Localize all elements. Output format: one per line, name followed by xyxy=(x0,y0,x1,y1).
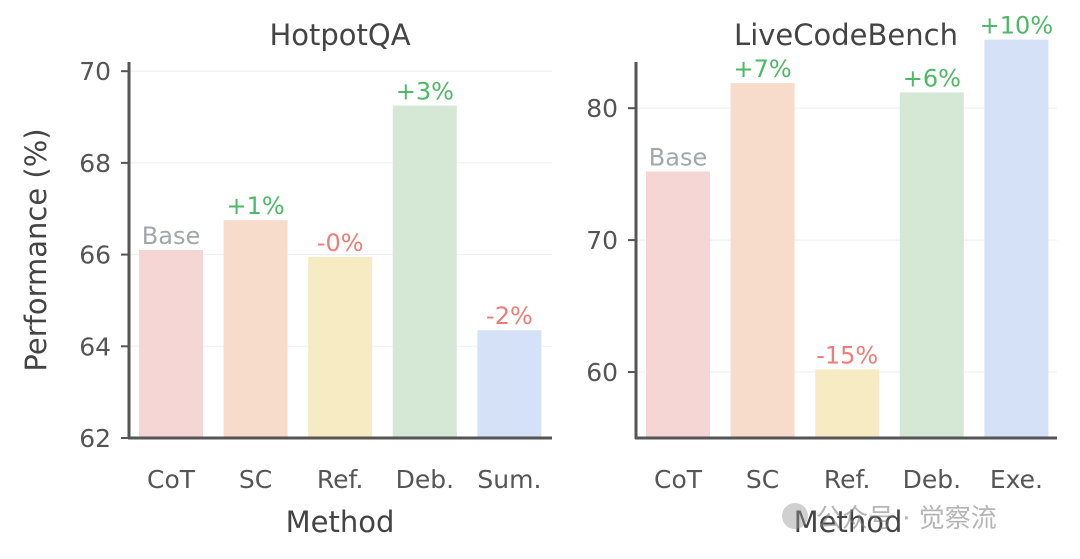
y-tick-label: 80 xyxy=(586,94,618,123)
bar-annotation: -0% xyxy=(317,229,364,257)
bar-annotation: Base xyxy=(142,222,200,250)
y-tick-label: 70 xyxy=(586,226,618,255)
x-tick-label: SC xyxy=(746,465,779,494)
y-tick-label: 68 xyxy=(79,149,111,178)
x-tick-label: SC xyxy=(239,465,272,494)
bar-exe xyxy=(984,39,1049,438)
y-tick-label: 66 xyxy=(79,241,111,270)
bar-ref xyxy=(308,256,373,438)
bar-deb xyxy=(899,92,964,438)
bar-annotation: +6% xyxy=(903,64,961,92)
x-tick-label: Sum. xyxy=(477,465,541,494)
x-tick-label: Deb. xyxy=(396,465,454,494)
bar-annotation: +3% xyxy=(396,78,454,106)
y-tick-label: 60 xyxy=(586,358,618,387)
y-tick-label: 64 xyxy=(79,332,111,361)
y-axis-label: Performance (%) xyxy=(19,128,53,371)
bar-deb xyxy=(392,105,457,438)
bar-annotation: +7% xyxy=(734,55,792,83)
y-tick-label: 70 xyxy=(79,57,111,86)
bar-annotation: Base xyxy=(649,144,707,172)
bar-annotation: +1% xyxy=(227,192,285,220)
x-tick-label: Exe. xyxy=(990,465,1043,494)
bar-annotation: -15% xyxy=(816,341,878,369)
wechat-logo-icon xyxy=(782,503,808,529)
bar-sc xyxy=(730,83,795,439)
bar-cot xyxy=(139,250,203,438)
bar-annotation: +10% xyxy=(980,12,1053,40)
chart-title: LiveCodeBench xyxy=(734,18,958,52)
x-axis-label: Method xyxy=(794,505,903,539)
x-tick-label: Ref. xyxy=(824,465,871,494)
chart-title: HotpotQA xyxy=(269,18,410,52)
y-tick-label: 62 xyxy=(79,424,111,453)
bar-sc xyxy=(223,220,288,438)
x-axis-label: Method xyxy=(286,505,395,539)
x-tick-label: CoT xyxy=(147,465,196,494)
watermark: 公众号 · 觉察流 xyxy=(782,498,997,534)
bar-annotation: -2% xyxy=(486,302,533,330)
x-tick-label: Deb. xyxy=(903,465,961,494)
x-tick-label: Ref. xyxy=(317,465,364,494)
watermark-text: 公众号 · 觉察流 xyxy=(816,503,997,534)
bar-cot xyxy=(646,171,710,438)
x-tick-label: CoT xyxy=(654,465,703,494)
bar-ref xyxy=(815,369,880,438)
bar-sum xyxy=(477,330,542,438)
